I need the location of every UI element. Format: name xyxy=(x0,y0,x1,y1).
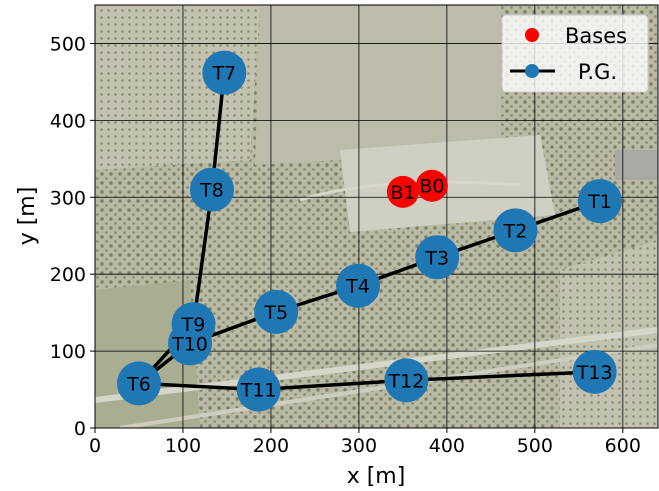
x-axis-label: x [m] xyxy=(347,464,406,489)
point-label: T12 xyxy=(388,370,425,392)
y-tick-label: 500 xyxy=(50,33,86,55)
y-tick-label: 200 xyxy=(50,264,86,286)
y-tick-label: 0 xyxy=(74,418,86,440)
x-tick-label: 200 xyxy=(253,435,289,457)
y-tick-label: 100 xyxy=(50,341,86,363)
legend-pg-marker xyxy=(525,64,539,78)
x-tick-label: 500 xyxy=(517,435,553,457)
point-label: T3 xyxy=(424,247,449,269)
point-label: T8 xyxy=(199,180,224,202)
y-tick-label: 300 xyxy=(50,187,86,209)
point-label: T6 xyxy=(126,373,151,395)
x-tick-label: 600 xyxy=(605,435,641,457)
point-label: T2 xyxy=(503,220,528,242)
point-label: T13 xyxy=(576,362,613,384)
point-label: T11 xyxy=(240,380,277,402)
legend: Bases P.G. xyxy=(502,15,648,92)
point-label: T7 xyxy=(211,63,236,85)
point-label: T1 xyxy=(587,191,612,213)
point-label: B0 xyxy=(419,176,444,198)
x-tick-label: 300 xyxy=(341,435,377,457)
x-tick-label: 0 xyxy=(89,435,101,457)
legend-bases-label: Bases xyxy=(565,24,627,48)
legend-pg-label: P.G. xyxy=(578,60,617,84)
point-label: T4 xyxy=(345,276,370,298)
x-tick-label: 400 xyxy=(429,435,465,457)
y-tick-label: 400 xyxy=(50,110,86,132)
point-label: T10 xyxy=(171,333,208,355)
y-axis-label: y [m] xyxy=(15,187,40,246)
point-label: T5 xyxy=(263,302,288,324)
legend-bases-marker xyxy=(525,28,539,42)
point-label: B1 xyxy=(390,182,415,204)
x-tick-label: 100 xyxy=(165,435,201,457)
